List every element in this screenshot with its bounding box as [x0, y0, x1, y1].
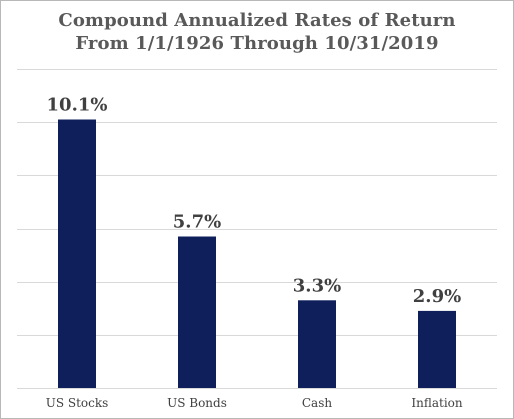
category-label: Inflation [411, 396, 463, 410]
chart-title: Compound Annualized Rates of Return [58, 10, 456, 31]
category-label: US Bonds [167, 396, 227, 410]
bar-cash [298, 300, 336, 388]
data-label: 10.1% [47, 95, 108, 116]
data-label: 3.3% [293, 275, 341, 296]
data-label: 2.9% [413, 286, 461, 307]
bar-us-bonds [178, 236, 216, 388]
bar-us-stocks [58, 119, 96, 388]
bar-inflation [418, 310, 456, 388]
data-label: 5.7% [173, 212, 221, 233]
category-label: Cash [302, 396, 332, 410]
category-label: US Stocks [46, 396, 109, 410]
chart-subtitle: From 1/1/1926 Through 10/31/2019 [75, 33, 439, 54]
